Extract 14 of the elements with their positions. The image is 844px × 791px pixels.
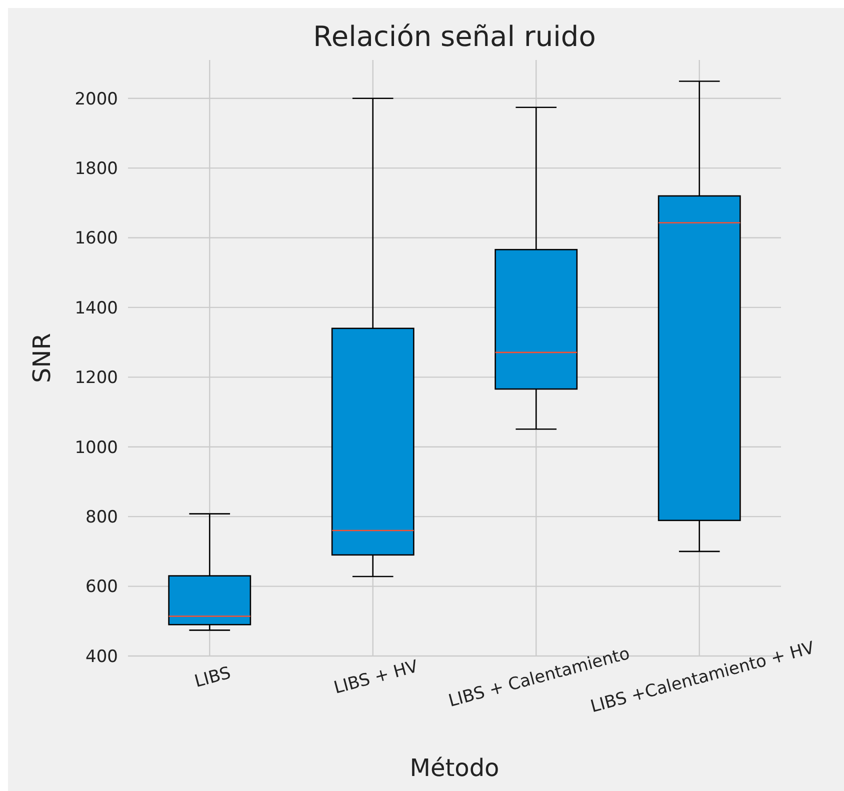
y-tick-label: 1000 [74,438,118,458]
y-tick-label: 1600 [74,228,118,249]
y-tick-label: 1200 [74,368,118,388]
y-axis-title: SNR [28,333,56,383]
x-tick-label: LIBS [192,663,234,692]
y-tick-label: 1400 [74,298,118,318]
x-tick-label: LIBS + HV [332,656,421,698]
y-tick-label: 800 [86,508,118,528]
y-tick-label: 2000 [74,89,118,110]
y-tick-label: 1800 [74,158,118,179]
chart-title: Relación señal ruido [313,20,596,53]
y-tick-label: 600 [86,577,118,598]
y-tick-label: 400 [86,646,118,667]
x-axis-title: Método [410,754,500,782]
